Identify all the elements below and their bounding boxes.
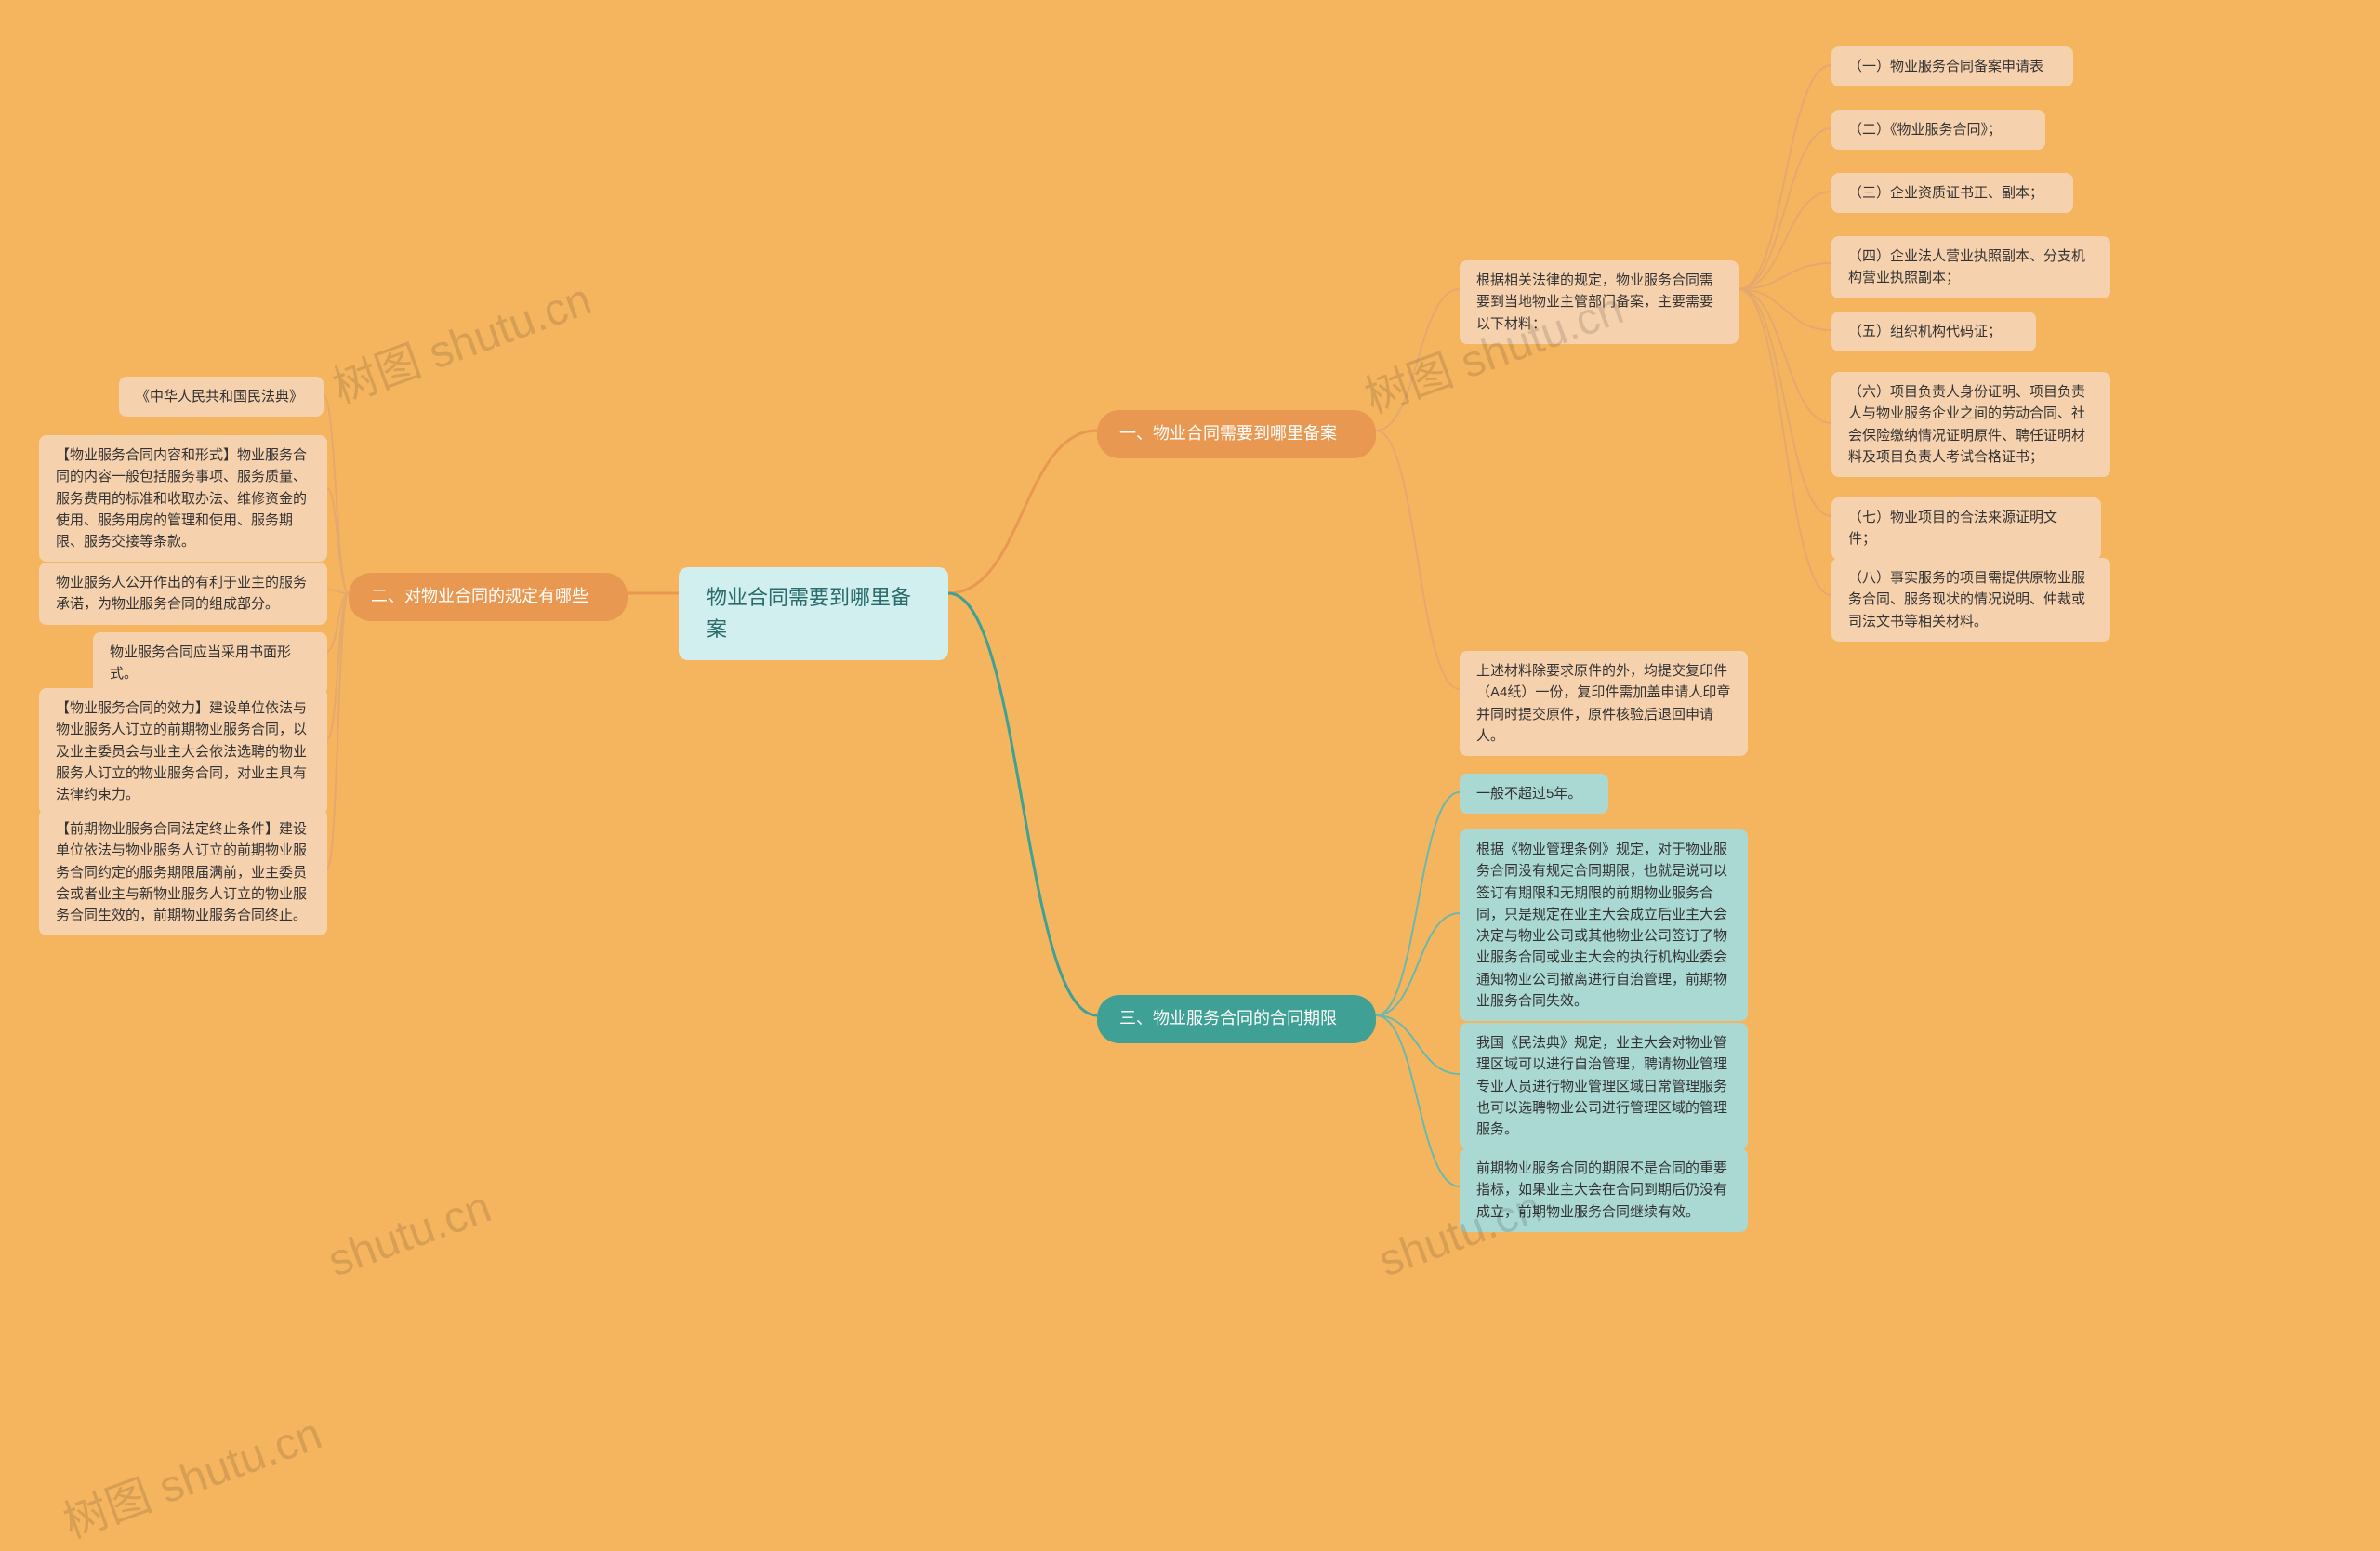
leaf-node-b1c1g7: （七）物业项目的合法来源证明文件； [1831,497,2101,560]
root-node: 物业合同需要到哪里备案 [679,567,948,660]
leaf-node-b1c1g1: （一）物业服务合同备案申请表 [1831,46,2073,86]
leaf-node-b2c4: 物业服务合同应当采用书面形式。 [93,632,327,695]
watermark: 树图 shutu.cn [53,1397,329,1550]
leaf-node-b2c1: 《中华人民共和国民法典》 [119,377,324,417]
branch-node-b2: 二、对物业合同的规定有哪些 [349,573,628,621]
leaf-node-b3c2: 根据《物业管理条例》规定，对于物业服务合同没有规定合同期限，也就是说可以签订有期… [1460,829,1748,1021]
leaf-node-b2c2: 【物业服务合同内容和形式】物业服务合同的内容一般包括服务事项、服务质量、服务费用… [39,435,327,562]
watermark: 树图 shutu.cn [323,262,599,416]
leaf-node-b2c5: 【物业服务合同的效力】建设单位依法与物业服务人订立的前期物业服务合同，以及业主委… [39,688,327,815]
leaf-node-b1c1g6: （六）项目负责人身份证明、项目负责人与物业服务企业之间的劳动合同、社会保险缴纳情… [1831,372,2110,477]
leaf-node-b3c3: 我国《民法典》规定，业主大会对物业管理区域可以进行自治管理，聘请物业管理专业人员… [1460,1023,1748,1149]
leaf-node-b1c1g5: （五）组织机构代码证； [1831,312,2036,351]
leaf-node-b2c3: 物业服务人公开作出的有利于业主的服务承诺，为物业服务合同的组成部分。 [39,563,327,625]
leaf-node-b1c1g4: （四）企业法人营业执照副本、分支机构营业执照副本； [1831,236,2110,298]
branch-node-b1: 一、物业合同需要到哪里备案 [1097,410,1376,458]
connector-layer [0,0,2380,1470]
leaf-node-b2c6: 【前期物业服务合同法定终止条件】建设单位依法与物业服务人订立的前期物业服务合同约… [39,809,327,935]
leaf-node-b1c1: 根据相关法律的规定，物业服务合同需要到当地物业主管部门备案，主要需要以下材料： [1460,260,1739,344]
leaf-node-b1c2: 上述材料除要求原件的外，均提交复印件（A4纸）一份，复印件需加盖申请人印章并同时… [1460,651,1748,756]
leaf-node-b1c1g8: （八）事实服务的项目需提供原物业服务合同、服务现状的情况说明、仲裁或司法文书等相… [1831,558,2110,642]
leaf-node-b1c1g2: （二）《物业服务合同》； [1831,110,2045,150]
leaf-node-b3c4: 前期物业服务合同的期限不是合同的重要指标，如果业主大会在合同到期后仍没有成立，前… [1460,1148,1748,1232]
leaf-node-b1c1g3: （三）企业资质证书正、副本； [1831,173,2073,213]
watermark: shutu.cn [322,1182,497,1288]
branch-node-b3: 三、物业服务合同的合同期限 [1097,995,1376,1043]
leaf-node-b3c1: 一般不超过5年。 [1460,774,1608,814]
